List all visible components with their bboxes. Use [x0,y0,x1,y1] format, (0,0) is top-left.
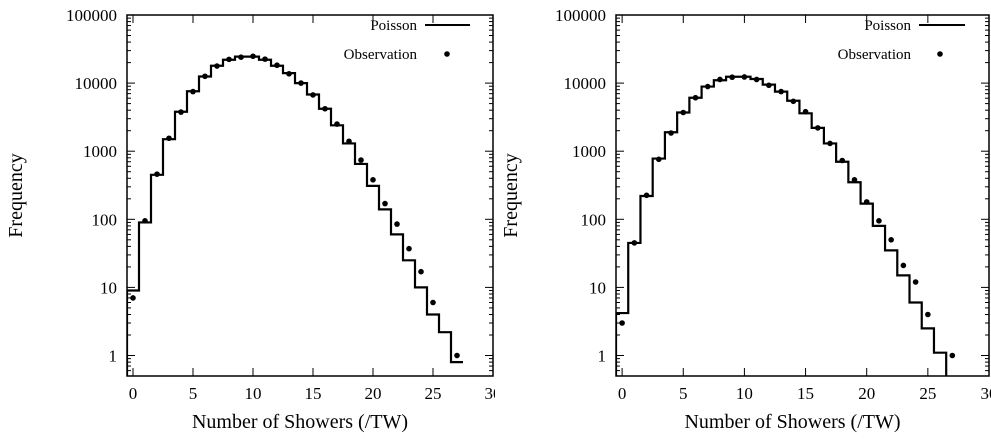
chart1-observation-point-18 [346,138,352,145]
chart1-observation-point-8 [226,56,232,63]
chart1-y-tick-label-5: 100000 [66,6,117,25]
chart1-observation-point-20 [370,177,376,183]
chart1-observation-point-24 [418,268,424,275]
chart2-x-tick-label-2: 10 [736,384,753,403]
chart2-observation-point-18 [839,157,846,164]
right-frequency-chart: 1 10 100 1000 10000 100000 0 5 10 15 20 25 30 Number … [500,6,991,433]
chart2-observation-point-6 [692,94,699,101]
chart2-observation-point-11 [753,76,760,83]
chart1-y-axis-label: Frequency [5,153,27,237]
chart1-y-tick-label-3: 1000 [83,142,117,161]
chart2-x-axis-label: Number of Showers (/TW) [684,411,900,433]
chart1-x-tick-label-1: 5 [189,384,198,403]
chart1-observation-point-2 [154,171,160,177]
chart2-plot-frame [615,14,990,377]
chart1-observation-point-3 [166,135,172,142]
chart1-observation-point-25 [430,299,436,306]
chart2-observation-point-17 [827,140,833,147]
chart1-observation-point-19 [358,157,364,163]
chart1-observation-point-6 [202,73,208,80]
chart2-x-tick-label-4: 20 [858,384,875,403]
chart2-y-tick-label-3: 1000 [572,142,606,161]
chart1-observation-point-4 [178,109,184,115]
chart2-observation-point-24 [912,279,919,285]
chart2-x-tick-label-1: 5 [679,384,688,403]
chart1-poisson-step-line [127,55,463,376]
chart1-observation-point-12 [274,62,280,69]
chart2-observation-point-27 [949,352,956,359]
chart2-observation-point-16 [814,125,821,131]
chart1-observation-point-0 [130,295,136,301]
chart2-y-tick-label-5: 100000 [555,6,606,25]
chart1-observation-point-21 [382,200,388,207]
chart1-observation-point-17 [334,121,340,127]
chart2-y-tick-label-4: 10000 [564,74,607,93]
chart1-x-tick-label-4: 20 [365,384,382,403]
chart2-observation-point-3 [656,156,662,163]
chart1-x-tick-label-2: 10 [245,384,262,403]
chart1-legend-label-poisson: Poisson [370,18,417,34]
chart1-observation-point-10 [250,53,256,60]
chart1-y-tick-label-2: 100 [92,210,118,229]
chart2-x-tick-label-0: 0 [618,384,627,403]
chart1-legend-label-observation: Observation [344,47,418,63]
chart2-x-tick-label-5: 25 [919,384,936,403]
chart2-observation-point-4 [668,130,674,136]
chart2-observation-point-23 [900,262,907,269]
chart2-observation-point-20 [863,199,870,205]
chart2-observation-point-25 [925,311,931,318]
chart1-observation-point-13 [286,70,292,77]
chart2-observation-point-2 [643,192,650,199]
chart1-observation-point-16 [322,105,328,112]
chart1-legend-marker-observation [444,51,450,57]
chart2-legend-label-poisson: Poisson [864,18,911,34]
chart2-x-tick-label-6: 30 [981,384,991,403]
chart1-observation-point-9 [238,54,244,61]
chart2-legend-label-observation: Observation [838,47,912,63]
chart2-poisson-step-line [616,75,948,376]
chart2-observation-point-21 [876,218,882,224]
chart2-observation-point-8 [717,76,723,83]
chart1-observation-point-14 [298,80,304,86]
chart1-y-tick-label-0: 1 [109,346,118,365]
chart1-observation-point-7 [214,63,220,69]
chart2-y-axis-label: Frequency [500,153,522,237]
chart1-observation-point-27 [454,352,460,359]
left-frequency-chart: 1 10 100 1000 10000 100000 0 5 10 15 20 25 30 Number … [5,6,496,433]
chart1-y-tick-label-4: 10000 [75,74,118,93]
chart1-x-tick-label-5: 25 [425,384,442,403]
chart2-y-tick-label-1: 10 [589,278,606,297]
chart1-observation-point-15 [310,92,316,98]
chart2-observation-point-22 [888,237,894,243]
chart2-observation-point-7 [704,83,711,90]
chart1-observation-point-11 [262,56,268,62]
chart2-observation-point-9 [729,74,735,81]
chart2-y-tick-label-0: 1 [598,346,607,365]
chart1-x-tick-label-6: 30 [485,384,496,403]
chart1-observation-point-5 [190,88,196,95]
chart2-observation-point-19 [851,177,858,183]
chart1-observation-point-22 [394,221,400,227]
chart1-x-axis-label: Number of Showers (/TW) [192,411,408,433]
chart1-x-tick-label-3: 15 [305,384,322,403]
chart2-observation-point-5 [680,109,687,116]
chart1-plot-frame [126,14,494,377]
chart1-observation-point-1 [142,218,148,224]
chart2-observation-point-1 [631,240,638,246]
chart2-observation-point-0 [619,320,625,326]
chart2-y-tick-label-2: 100 [581,210,607,229]
chart2-observation-point-10 [741,74,748,80]
chart1-y-tick-label-1: 10 [100,278,117,297]
chart2-observation-point-12 [766,82,772,89]
chart2-legend-marker-observation [937,51,943,57]
chart1-observation-point-23 [406,245,412,252]
chart2-x-tick-label-3: 15 [797,384,814,403]
chart1-x-tick-label-0: 0 [129,384,138,403]
chart2-observation-point-13 [778,88,784,95]
chart2-observation-point-15 [802,108,809,115]
chart2-observation-point-14 [790,98,797,105]
